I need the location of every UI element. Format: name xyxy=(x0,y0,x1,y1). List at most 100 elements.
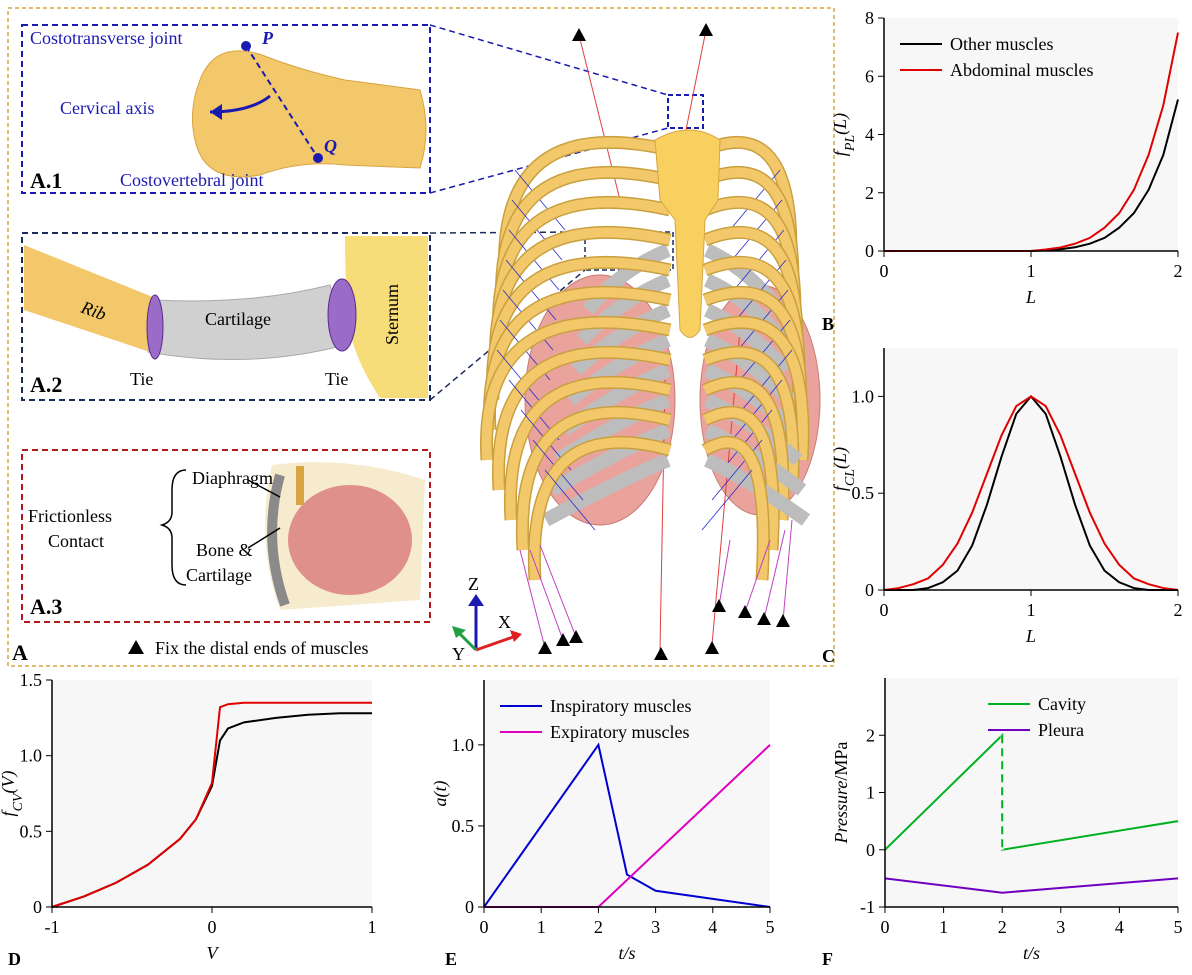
joint-q xyxy=(313,153,323,163)
y-tick-label: 0 xyxy=(865,241,874,261)
joint-p xyxy=(241,41,251,51)
y-tick-label: -1 xyxy=(860,897,875,917)
x-tick-label: 5 xyxy=(1174,917,1183,937)
fixed-end xyxy=(699,23,713,36)
panel-label: E xyxy=(445,949,457,969)
axis-name: Y xyxy=(452,644,465,664)
y-tick-label: 2 xyxy=(865,183,874,203)
figure: Costotransverse joint P Cervical axis Q … xyxy=(0,0,1192,975)
tie xyxy=(147,295,163,359)
y-tick-label: 4 xyxy=(865,125,874,145)
x-tick-label: 2 xyxy=(998,917,1007,937)
y-label-part: CV xyxy=(11,792,26,811)
tie xyxy=(328,279,356,351)
fixed-end xyxy=(569,630,583,643)
y-label-part: (L) xyxy=(830,447,851,469)
x-axis-label: t/s xyxy=(1023,943,1040,963)
y-tick-label: 1.5 xyxy=(20,670,43,690)
y-label-part: CL xyxy=(843,469,858,486)
zoom-line xyxy=(430,25,668,95)
y-tick-label: 0 xyxy=(33,897,42,917)
panel-label: A xyxy=(12,640,28,665)
muscle xyxy=(783,520,792,621)
y-tick-label: 8 xyxy=(865,8,874,28)
fixed-end xyxy=(757,612,771,625)
triangle-icon xyxy=(128,640,144,654)
y-axis-label: fCV(V) xyxy=(0,771,26,817)
label: Cartilage xyxy=(186,565,252,585)
label: Q xyxy=(324,136,337,156)
legend-label: Abdominal muscles xyxy=(950,60,1093,80)
fixed-end xyxy=(776,614,790,627)
zoom-box xyxy=(668,95,703,128)
x-tick-label: 0 xyxy=(480,917,489,937)
y-label-part: (L) xyxy=(830,113,851,135)
label: Bone & xyxy=(196,540,253,560)
fixed-end xyxy=(654,647,668,660)
x-tick-label: 3 xyxy=(1056,917,1065,937)
x-tick-label: 4 xyxy=(708,917,717,937)
x-axis-label: V xyxy=(207,943,220,963)
y-label-part: /MPa xyxy=(831,742,851,781)
ribcage xyxy=(487,23,820,660)
y-tick-label: 0 xyxy=(866,840,875,860)
legend-label: Inspiratory muscles xyxy=(550,696,691,716)
label: Tie xyxy=(325,369,348,389)
legend-label: Cavity xyxy=(1038,694,1086,714)
label: P xyxy=(261,28,274,48)
x-axis-label: L xyxy=(1025,626,1036,646)
x-tick-label: 1 xyxy=(1027,261,1036,281)
y-tick-label: 0 xyxy=(865,580,874,600)
x-tick-label: 0 xyxy=(880,261,889,281)
y-tick-label: 1.0 xyxy=(452,735,475,755)
muscle xyxy=(530,550,563,640)
x-axis-label: L xyxy=(1025,287,1036,307)
y-tick-label: 6 xyxy=(865,66,874,86)
fixed-end xyxy=(712,599,726,612)
diaphragm-mini xyxy=(288,485,412,595)
x-tick-label: 2 xyxy=(1174,600,1183,620)
panel-label: F xyxy=(822,949,833,969)
y-label-part: (V) xyxy=(0,771,19,794)
inset-label: A.3 xyxy=(30,594,62,619)
x-axis-label: t/s xyxy=(618,943,635,963)
y-tick-label: 1.0 xyxy=(20,746,43,766)
fixed-end xyxy=(538,641,552,654)
x-tick-label: 3 xyxy=(651,917,660,937)
y-tick-label: 1.0 xyxy=(852,386,875,406)
label: Cervical axis xyxy=(60,98,154,118)
inset-label: A.1 xyxy=(30,168,62,193)
x-tick-label: 1 xyxy=(1027,600,1036,620)
x-tick-label: -1 xyxy=(45,917,60,937)
y-tick-label: 0.5 xyxy=(20,821,43,841)
axis-name: X xyxy=(498,612,511,632)
x-tick-label: 0 xyxy=(880,600,889,620)
y-tick-label: 1 xyxy=(866,783,875,803)
inset-label: A.2 xyxy=(30,372,62,397)
label: Contact xyxy=(48,531,104,551)
panel-label: B xyxy=(822,314,834,334)
fixed-end xyxy=(572,28,586,41)
plot-area xyxy=(885,678,1178,907)
y-label-part: Pressure xyxy=(831,781,851,845)
x-tick-label: 5 xyxy=(766,917,775,937)
label: Tie xyxy=(130,369,153,389)
axis-x xyxy=(476,636,516,650)
x-tick-label: 0 xyxy=(208,917,217,937)
x-tick-label: 1 xyxy=(939,917,948,937)
panel-label: C xyxy=(822,646,835,666)
label: Sternum xyxy=(382,284,402,345)
legend-label: Pleura xyxy=(1038,720,1084,740)
fixed-end xyxy=(738,605,752,618)
note: Fix the distal ends of muscles xyxy=(155,638,368,658)
y-tick-label: 0 xyxy=(465,897,474,917)
y-tick-label: 2 xyxy=(866,725,875,745)
fixed-end xyxy=(705,641,719,654)
axis-z-head xyxy=(468,594,484,606)
axis-name: Z xyxy=(468,574,479,594)
y-label-part: a(t) xyxy=(430,781,451,807)
fixed-end xyxy=(556,633,570,646)
x-tick-label: 1 xyxy=(537,917,546,937)
label: Frictionless xyxy=(28,506,112,526)
x-tick-label: 2 xyxy=(594,917,603,937)
